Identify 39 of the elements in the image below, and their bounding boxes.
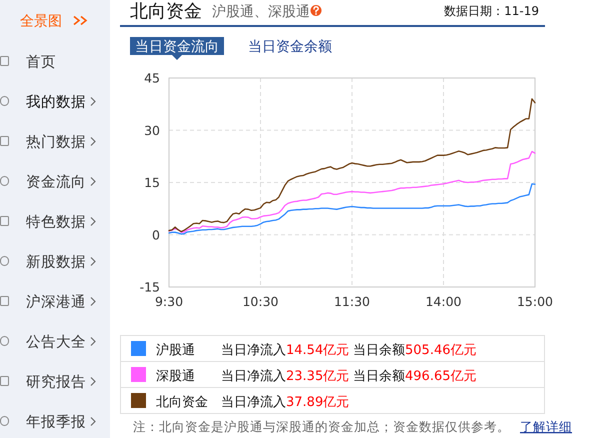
line-series [168,98,536,232]
text: 沪深港通 [26,294,86,310]
x-tick-label: 9:30 [154,294,184,309]
text: 当日净流入37.89亿元 [221,394,350,410]
text: 新股数据 [26,254,86,270]
line-series [168,150,536,233]
text: 当日净流入14.54亿元 [221,342,350,358]
text: 当日余额496.65亿元 [353,369,476,384]
text: 资金流向 [26,174,86,190]
text: 当日资金余额 [248,39,332,55]
text: 当日余额505.46亿元 [353,343,476,358]
text: 数据日期：11-19 [444,4,539,18]
text: 年报季报 [26,414,86,430]
text: 全景图 [20,14,62,30]
x-tick-label: 10:30 [242,294,279,309]
text: 我的数据 [26,94,86,110]
text: 了解详细 [520,419,572,434]
line-series [168,183,536,235]
x-tick-label: 14:00 [425,294,462,309]
x-tick-label: 11:30 [334,294,370,309]
legend-label: 沪股通 [156,342,195,358]
text: 当日净流入23.35亿元 [221,368,350,384]
y-tick-label: 15 [144,175,160,190]
text: 研究报告 [26,374,86,390]
text: 注：北向资金是沪股通与深股通的资金加总；资金数据仅供参考。 [133,419,510,434]
legend-label: 北向资金 [156,395,208,410]
legend-label: 深股通 [156,369,195,384]
text: 首页 [26,54,56,70]
y-tick-label: 45 [144,70,160,86]
text: 公告大全 [26,334,86,350]
text: 热门数据 [26,134,86,150]
y-tick-label: 30 [144,122,160,138]
text: 特色数据 [26,214,86,230]
x-tick-label: 15:00 [516,294,554,309]
y-tick-label: -15 [140,280,160,294]
text: 当日资金流向 [135,39,219,55]
chart-title: 北向资金 [130,1,202,22]
chart-subtitle: 沪股通、深股通 [212,4,310,20]
y-tick-label: 0 [152,227,160,242]
